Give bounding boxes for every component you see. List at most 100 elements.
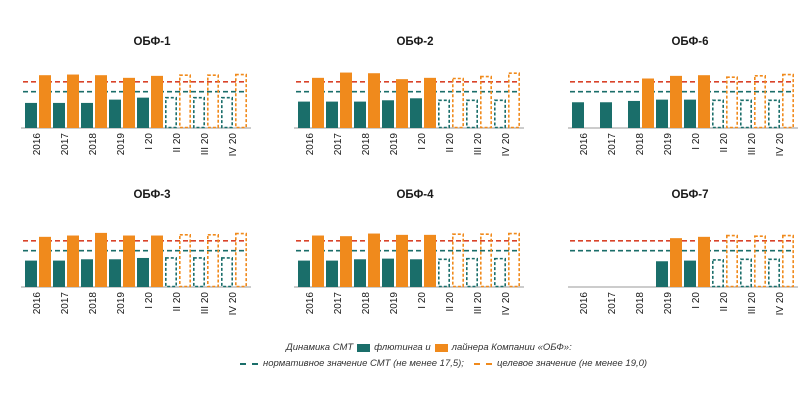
panel-3-bar-smt-2016	[572, 102, 584, 128]
panel-6-proj-liner-III20	[753, 235, 766, 288]
panel-3-tick-III20: III 20	[747, 133, 758, 156]
legend-label-target: целевое значение (не менее 19,0)	[496, 358, 648, 369]
panel-1-title: ОБФ-1	[133, 36, 171, 48]
panel-4-tick-III20: III 20	[200, 292, 211, 315]
panel-2-bar-smt-I20	[410, 98, 422, 128]
panel-3-bar-liner-2019	[670, 75, 682, 128]
panel-4-proj-liner-II20	[179, 234, 192, 288]
legend-swatch-liner	[434, 343, 448, 352]
panel-2-proj-smt-IV20	[493, 99, 506, 129]
panel-4-bar-liner-I20	[151, 235, 163, 287]
panel-4-bar-liner-2017	[67, 235, 79, 287]
panel-1-proj-liner-IV20	[235, 73, 248, 129]
legend-swatch-norm-line	[240, 362, 258, 365]
panel-1-tick-I20: I 20	[144, 133, 155, 150]
panel-3-proj-smt-IV20	[767, 99, 780, 129]
panel-5-bar-liner-2017	[340, 236, 352, 287]
panel-1-tick-2016: 2016	[32, 133, 43, 156]
panel-5-proj-liner-IV20	[507, 232, 520, 288]
panel-1-tick-2017: 2017	[60, 133, 71, 156]
panel-3-bar-liner-I20	[698, 75, 710, 128]
legend-label-norm: нормативное значение СМТ (не менее 17,5)…	[263, 358, 464, 369]
panel-5-tick-II20: II 20	[445, 292, 456, 312]
panel-1-proj-liner-II20	[179, 74, 192, 129]
panel-4-tick-2017: 2017	[60, 292, 71, 315]
panel-2-proj-liner-III20	[479, 75, 492, 129]
panel-6-proj-smt-III20	[739, 258, 752, 288]
panel-5-bar-smt-2018	[354, 259, 366, 287]
panel-5-tick-2018: 2018	[361, 292, 372, 315]
panel-1-bar-liner-2019	[123, 77, 135, 128]
panel-2-tick-2019: 2019	[389, 133, 400, 156]
panel-5-tick-2016: 2016	[305, 292, 316, 315]
panel-4-proj-smt-III20	[193, 257, 206, 288]
panel-2-tick-IV20: IV 20	[501, 133, 512, 157]
panel-6-tick-III20: III 20	[747, 292, 758, 315]
panel-4-bar-smt-2018	[81, 259, 93, 287]
panel-4-bar-liner-2018	[95, 232, 107, 287]
panel-3-proj-smt-II20	[711, 99, 724, 129]
panel-5-proj-liner-II20	[451, 233, 464, 288]
legend-label-flooting: флютинга и	[374, 342, 431, 353]
panel-2-bar-smt-2017	[326, 101, 338, 128]
charts-canvas: ОБФ-1 2016 2017 2018 2019 I 20 II 20 III 20 IV 2…	[21, 36, 798, 316]
panel-4-proj-smt-II20	[165, 257, 178, 288]
panel-2-bar-smt-2018	[354, 101, 366, 128]
panel-6-bar-liner-I20	[698, 236, 710, 287]
panel-3-proj-liner-IV20	[781, 73, 794, 129]
panel-4-tick-I20: I 20	[144, 292, 155, 309]
panel-3-tick-2017: 2017	[607, 133, 618, 156]
panel-4-bar-liner-2016	[39, 236, 51, 287]
panel-3-tick-I20: I 20	[691, 133, 702, 150]
panel-6-tick-2016: 2016	[579, 292, 590, 315]
panel-1-tick-III20: III 20	[200, 133, 211, 156]
panel-2-proj-liner-II20	[451, 77, 464, 129]
panel-5-bar-smt-2017	[326, 260, 338, 287]
panel-5-bar-smt-I20	[410, 259, 422, 287]
panel-3-tick-2016: 2016	[579, 133, 590, 156]
panel-4-tick-2019: 2019	[116, 292, 127, 315]
panel-4-bar-smt-2017	[53, 260, 65, 287]
panel-5-tick-2017: 2017	[333, 292, 344, 315]
panel-1-bar-smt-2018	[81, 102, 93, 128]
panel-3-tick-2019: 2019	[663, 133, 674, 156]
panel-6-proj-liner-IV20	[781, 234, 794, 288]
panel-1-bar-smt-2016	[25, 102, 37, 128]
panel-1-tick-IV20: IV 20	[228, 133, 239, 157]
panel-2-tick-2017: 2017	[333, 133, 344, 156]
panel-1-tick-2019: 2019	[116, 133, 127, 156]
panel-4-tick-2018: 2018	[88, 292, 99, 315]
panel-4-bar-smt-2019	[109, 259, 121, 287]
panel-2-tick-2016: 2016	[305, 133, 316, 156]
panel-5-tick-III20: III 20	[473, 292, 484, 315]
panel-4-bar-liner-2019	[123, 235, 135, 287]
panel-3-title: ОБФ-6	[671, 36, 708, 48]
panel-4-tick-II20: II 20	[172, 292, 183, 312]
panel-1-bar-liner-2016	[39, 75, 51, 128]
panel-5-bar-liner-2016	[312, 235, 324, 287]
panel-1-bar-liner-2018	[95, 75, 107, 128]
panel-6-tick-IV20: IV 20	[775, 292, 786, 316]
panel-3-bar-smt-2017	[600, 102, 612, 128]
legend-row-2: нормативное значение СМТ (не менее 17,5)…	[236, 358, 647, 369]
panel-3-tick-2018: 2018	[635, 133, 646, 156]
panel-6-proj-liner-II20	[725, 234, 738, 288]
panel-5-bar-smt-2016	[298, 260, 310, 287]
panel-1-proj-liner-III20	[207, 74, 220, 129]
panel-3-tick-II20: II 20	[719, 133, 730, 153]
panel-6-title: ОБФ-7	[671, 189, 708, 201]
panel-5-tick-2019: 2019	[389, 292, 400, 315]
panel-5-proj-smt-III20	[465, 257, 478, 288]
panel-1-tick-2018: 2018	[88, 133, 99, 156]
panel-4-title: ОБФ-3	[133, 189, 170, 201]
panel-4-proj-smt-IV20	[221, 257, 234, 288]
panel-3-tick-IV20: IV 20	[775, 133, 786, 157]
panel-6-bar-smt-I20	[684, 260, 696, 287]
panel-2-proj-liner-IV20	[507, 72, 520, 129]
panel-4-proj-liner-IV20	[235, 232, 248, 288]
panel-4-tick-2016: 2016	[32, 292, 43, 315]
panel-3-proj-liner-II20	[725, 76, 738, 129]
panel-2-tick-I20: I 20	[417, 133, 428, 150]
panel-2-bar-liner-2016	[312, 77, 324, 128]
panel-2-bar-smt-2016	[298, 101, 310, 128]
